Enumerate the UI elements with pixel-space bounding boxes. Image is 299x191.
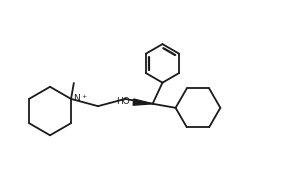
Text: N$^+$: N$^+$	[73, 92, 88, 104]
Polygon shape	[133, 99, 152, 105]
Text: HO: HO	[117, 97, 130, 106]
